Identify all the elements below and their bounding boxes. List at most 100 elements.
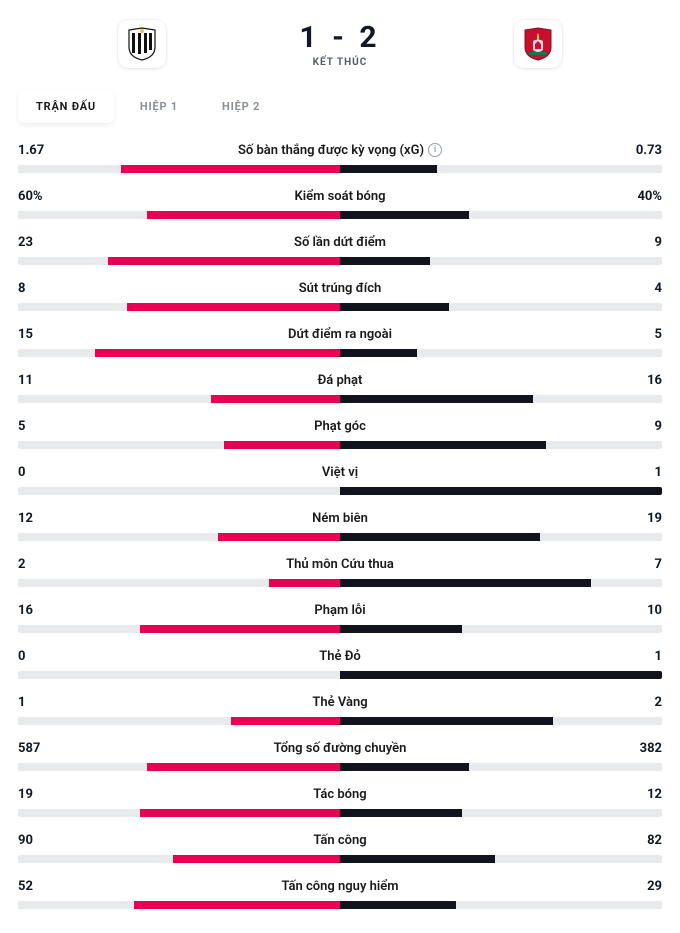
stat-away-value: 16 xyxy=(647,373,662,388)
stat-row: 23Số lần dứt điểm9 xyxy=(18,233,662,265)
stat-bar-track xyxy=(18,487,662,495)
stat-home-bar xyxy=(211,395,340,403)
stat-home-bar xyxy=(147,211,340,219)
stat-label: Ném biên xyxy=(312,511,368,526)
stat-away-bar xyxy=(340,303,449,311)
stat-row: 52Tấn công nguy hiểm29 xyxy=(18,877,662,909)
stat-away-bar xyxy=(340,671,662,679)
stat-home-bar xyxy=(140,809,340,817)
stat-row: 2Thủ môn Cứu thua7 xyxy=(18,555,662,587)
info-icon[interactable]: i xyxy=(428,143,442,157)
score-box: 1 - 2 KẾT THÚC xyxy=(299,20,380,68)
stat-labels: 19Tác bóng12 xyxy=(18,785,662,803)
score-text: 1 - 2 xyxy=(299,20,380,55)
stat-home-bar xyxy=(231,717,340,725)
stat-home-bar xyxy=(147,763,340,771)
stat-home-bar xyxy=(121,165,340,173)
stat-home-value: 90 xyxy=(18,833,33,848)
stat-away-bar xyxy=(340,763,469,771)
stat-labels: 0Việt vị1 xyxy=(18,463,662,481)
tab-trận-đấu[interactable]: TRẬN ĐẤU xyxy=(18,90,114,123)
stat-home-value: 15 xyxy=(18,327,33,342)
stat-home-bar xyxy=(95,349,340,357)
stat-home-bar xyxy=(224,441,340,449)
stat-bar-track xyxy=(18,441,662,449)
stat-row: 0Thẻ Đỏ1 xyxy=(18,647,662,679)
stat-away-bar xyxy=(340,257,430,265)
stat-away-bar xyxy=(340,901,456,909)
stat-away-bar xyxy=(340,809,462,817)
stat-labels: 8Sút trúng đích4 xyxy=(18,279,662,297)
match-stats-panel: 1 - 2 KẾT THÚC TRẬN ĐẤUHIỆP 1HIỆP 2 1.67… xyxy=(0,0,680,933)
stat-label: Phạm lỗi xyxy=(314,603,365,618)
stat-away-value: 29 xyxy=(647,879,662,894)
tab-hiệp-2[interactable]: HIỆP 2 xyxy=(204,90,278,123)
stat-labels: 60% Kiểm soát bóng 40% xyxy=(18,187,662,205)
stat-row: 1 Thẻ Vàng 2 xyxy=(18,693,662,725)
home-score: 1 xyxy=(299,20,320,55)
stat-home-bar xyxy=(108,257,340,265)
stat-away-value: 9 xyxy=(655,419,662,434)
stat-away-value: 9 xyxy=(655,235,662,250)
stat-bar-track xyxy=(18,625,662,633)
stat-home-bar xyxy=(127,303,340,311)
stat-bar-track xyxy=(18,579,662,587)
away-score: 2 xyxy=(359,20,380,55)
stat-labels: 12Ném biên19 xyxy=(18,509,662,527)
stat-home-value: 1 xyxy=(18,695,25,710)
stat-home-value: 2 xyxy=(18,557,25,572)
stat-home-value: 19 xyxy=(18,787,33,802)
home-team-badge[interactable] xyxy=(118,20,166,68)
score-header: 1 - 2 KẾT THÚC xyxy=(18,12,662,80)
stat-home-value: 11 xyxy=(18,373,33,388)
stat-home-value: 12 xyxy=(18,511,33,526)
match-status: KẾT THÚC xyxy=(299,57,380,68)
stat-bar-track xyxy=(18,855,662,863)
stat-away-value: 1 xyxy=(655,465,662,480)
tab-hiệp-1[interactable]: HIỆP 1 xyxy=(122,90,196,123)
newcastle-logo-icon xyxy=(127,27,157,61)
stat-home-bar xyxy=(269,579,340,587)
stat-away-value: 2 xyxy=(655,695,662,710)
stat-label: Số lần dứt điểm xyxy=(294,235,386,250)
stat-away-bar xyxy=(340,395,533,403)
stat-home-bar xyxy=(218,533,340,541)
stat-label: Thẻ Vàng xyxy=(312,695,367,710)
stat-away-value: 40% xyxy=(637,189,662,204)
stat-bar-track xyxy=(18,671,662,679)
stat-label: Thủ môn Cứu thua xyxy=(286,557,394,572)
stat-labels: 15Dứt điểm ra ngoài5 xyxy=(18,325,662,343)
stat-row: 5Phạt góc9 xyxy=(18,417,662,449)
stat-away-bar xyxy=(340,579,591,587)
stat-labels: 1.67Số bàn thắng được kỳ vọng (xG)i0.73 xyxy=(18,141,662,159)
score-separator: - xyxy=(321,20,360,55)
period-tabs: TRẬN ĐẤUHIỆP 1HIỆP 2 xyxy=(18,80,662,141)
stat-row: 587Tổng số đường chuyền382 xyxy=(18,739,662,771)
stat-row: 15Dứt điểm ra ngoài5 xyxy=(18,325,662,357)
away-team-badge[interactable] xyxy=(514,20,562,68)
stat-labels: 0Thẻ Đỏ1 xyxy=(18,647,662,665)
stat-labels: 5Phạt góc9 xyxy=(18,417,662,435)
stat-label: Đá phạt xyxy=(318,373,363,388)
stat-label: Tổng số đường chuyền xyxy=(274,741,407,756)
stat-home-bar xyxy=(140,625,340,633)
stat-home-value: 60% xyxy=(18,189,43,204)
stat-home-value: 8 xyxy=(18,281,25,296)
stat-label: Kiểm soát bóng xyxy=(294,189,385,204)
stat-away-value: 12 xyxy=(647,787,662,802)
stat-home-value: 5 xyxy=(18,419,25,434)
stat-labels: 16Phạm lỗi10 xyxy=(18,601,662,619)
stat-label: Tấn công xyxy=(313,833,366,848)
stat-labels: 11 Đá phạt 16 xyxy=(18,371,662,389)
stat-row: 0Việt vị1 xyxy=(18,463,662,495)
stat-away-value: 4 xyxy=(655,281,662,296)
stat-home-value: 0 xyxy=(18,649,25,664)
liverpool-logo-icon xyxy=(523,27,553,61)
stat-labels: 2Thủ môn Cứu thua7 xyxy=(18,555,662,573)
stat-home-bar xyxy=(134,901,340,909)
stat-home-value: 16 xyxy=(18,603,33,618)
stat-label: Việt vị xyxy=(322,465,358,480)
stat-row: 16Phạm lỗi10 xyxy=(18,601,662,633)
stat-labels: 1 Thẻ Vàng 2 xyxy=(18,693,662,711)
stat-bar-track xyxy=(18,901,662,909)
